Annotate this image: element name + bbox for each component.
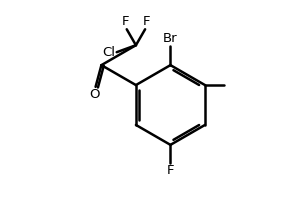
Text: Br: Br [163,32,178,45]
Text: F: F [121,16,129,28]
Text: O: O [89,88,100,101]
Text: F: F [167,164,174,177]
Text: F: F [143,16,151,28]
Text: Cl: Cl [102,46,115,59]
